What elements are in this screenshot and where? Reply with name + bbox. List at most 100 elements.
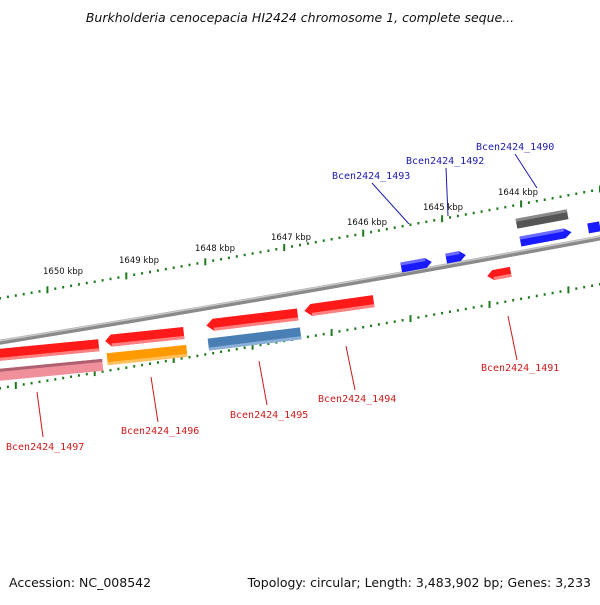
- ruler-minor-tick: [354, 233, 357, 237]
- gene-bcen2424-1491-feature[interactable]: [486, 266, 512, 281]
- gene-label-bcen2424-1491[interactable]: Bcen2424_1491: [481, 363, 559, 374]
- ruler-track-upper: [0, 185, 600, 300]
- ruler-minor-tick: [306, 335, 309, 339]
- gene-label-bcen2424-1497[interactable]: Bcen2424_1497: [6, 442, 84, 453]
- ruler-major-tick: [567, 286, 570, 294]
- ruler-minor-tick: [259, 343, 262, 347]
- gene-bcen2424-1495-feature[interactable]: [206, 308, 299, 331]
- gene-pink-feature[interactable]: [0, 358, 104, 382]
- ruler-minor-tick: [393, 320, 396, 323]
- ruler-minor-tick: [149, 270, 151, 274]
- ruler-minor-tick: [212, 351, 215, 355]
- ruler-minor-tick: [164, 267, 167, 271]
- ruler-minor-tick: [551, 291, 554, 295]
- topology-summary: Topology: circular; Length: 3,483,902 bp…: [247, 575, 591, 590]
- ruler-minor-tick: [433, 313, 436, 316]
- ruler-minor-tick: [559, 195, 562, 198]
- accession-text: Accession: NC_008542: [9, 575, 152, 590]
- ruler-minor-tick: [393, 226, 396, 229]
- ruler-minor-tick: [464, 307, 467, 311]
- gene-bcen2424-1492-feature[interactable]: [445, 250, 466, 264]
- ruler-minor-tick: [456, 309, 459, 312]
- ruler-minor-tick: [385, 227, 388, 231]
- ruler-major-tick: [283, 244, 286, 252]
- ruler-major-tick: [125, 272, 128, 280]
- ruler-minor-tick: [180, 357, 183, 360]
- gene-bcen2424-1496-feature[interactable]: [105, 326, 185, 347]
- ruler-minor-tick: [38, 290, 41, 293]
- ruler-minor-tick: [338, 236, 341, 240]
- ruler-minor-tick: [543, 198, 546, 201]
- ruler-major-tick: [520, 200, 523, 208]
- ruler-minor-tick: [464, 213, 467, 216]
- ruler-minor-tick: [70, 284, 73, 288]
- ruler-minor-tick: [512, 299, 515, 302]
- ruler-minor-tick: [141, 363, 144, 367]
- ruler-minor-tick: [575, 192, 578, 195]
- ruler-minor-tick: [156, 361, 159, 364]
- ruler-minor-tick: [330, 238, 333, 241]
- gene-label-bcen2424-1493[interactable]: Bcen2424_1493: [332, 171, 410, 182]
- gene-forward-feature-edge[interactable]: [587, 221, 600, 234]
- ruler-minor-tick: [480, 210, 483, 213]
- ruler-minor-tick: [101, 279, 104, 282]
- gene-label-bcen2424-1496[interactable]: Bcen2424_1496: [121, 426, 199, 437]
- ruler-minor-tick: [133, 273, 136, 276]
- ruler-minor-tick: [141, 272, 144, 275]
- ruler-minor-tick: [527, 201, 530, 204]
- ruler-minor-tick: [164, 359, 167, 363]
- ruler-minor-tick: [496, 207, 499, 210]
- ruler-minor-tick: [227, 256, 230, 260]
- ruler-minor-tick: [117, 276, 120, 279]
- ruler-minor-tick: [575, 287, 578, 290]
- gene-steelblue-feature[interactable]: [207, 327, 302, 351]
- ruler-label: 1650 kbp: [43, 267, 83, 277]
- ruler-minor-tick: [70, 375, 73, 378]
- ruler-label: 1648 kbp: [195, 244, 235, 254]
- ruler-minor-tick: [591, 189, 594, 192]
- ruler-minor-tick: [591, 284, 594, 287]
- gene-bcen2424-1494-feature[interactable]: [304, 295, 375, 317]
- ruler-minor-tick: [93, 280, 96, 283]
- ruler-label: 1644 kbp: [498, 188, 538, 198]
- ruler-minor-tick: [133, 365, 136, 368]
- ruler-minor-tick: [172, 266, 175, 269]
- gene-label-bcen2424-1495[interactable]: Bcen2424_1495: [230, 410, 308, 421]
- gene-label-bcen2424-1490[interactable]: Bcen2424_1490: [476, 142, 554, 153]
- ruler-minor-tick: [346, 328, 349, 332]
- ruler-minor-tick: [85, 372, 88, 376]
- ruler-minor-tick: [472, 211, 475, 215]
- ruler-minor-tick: [354, 327, 357, 330]
- ruler-minor-tick: [520, 297, 523, 301]
- ruler-minor-tick: [38, 380, 41, 384]
- ruler-minor-tick: [227, 349, 230, 352]
- gene-bcen2424-1497-feature[interactable]: [0, 339, 100, 362]
- ruler-minor-tick: [472, 306, 475, 309]
- ruler-track-lower: [0, 283, 600, 390]
- chromosome-backbone: [0, 235, 600, 345]
- ruler-minor-tick: [149, 362, 151, 365]
- gene-orange-feature[interactable]: [106, 344, 188, 366]
- ruler-minor-tick: [251, 252, 254, 255]
- ruler-minor-tick: [109, 369, 112, 372]
- ruler-minor-tick: [377, 229, 380, 232]
- gene-label-bcen2424-1492[interactable]: Bcen2424_1492: [406, 156, 484, 167]
- gene-forward-feature[interactable]: [519, 227, 573, 247]
- ruler-major-tick: [93, 369, 96, 377]
- ruler-minor-tick: [30, 381, 33, 385]
- ruler-minor-tick: [6, 385, 9, 389]
- ruler-minor-tick: [322, 239, 325, 242]
- ruler-minor-tick: [535, 294, 538, 298]
- gene-bcen2424-1493-feature[interactable]: [400, 257, 432, 273]
- ruler-minor-tick: [180, 265, 183, 268]
- ruler-minor-tick: [117, 367, 120, 371]
- ruler-minor-tick: [425, 314, 428, 318]
- map-title: Burkholderia cenocepacia HI2424 chromoso…: [85, 10, 515, 25]
- ruler-minor-tick: [456, 214, 459, 218]
- ruler-minor-tick: [0, 387, 1, 390]
- gene-label-bcen2424-1494[interactable]: Bcen2424_1494: [318, 394, 396, 405]
- gene-bcen2424-1490-feature[interactable]: [515, 209, 569, 229]
- ruler-minor-tick: [543, 293, 546, 296]
